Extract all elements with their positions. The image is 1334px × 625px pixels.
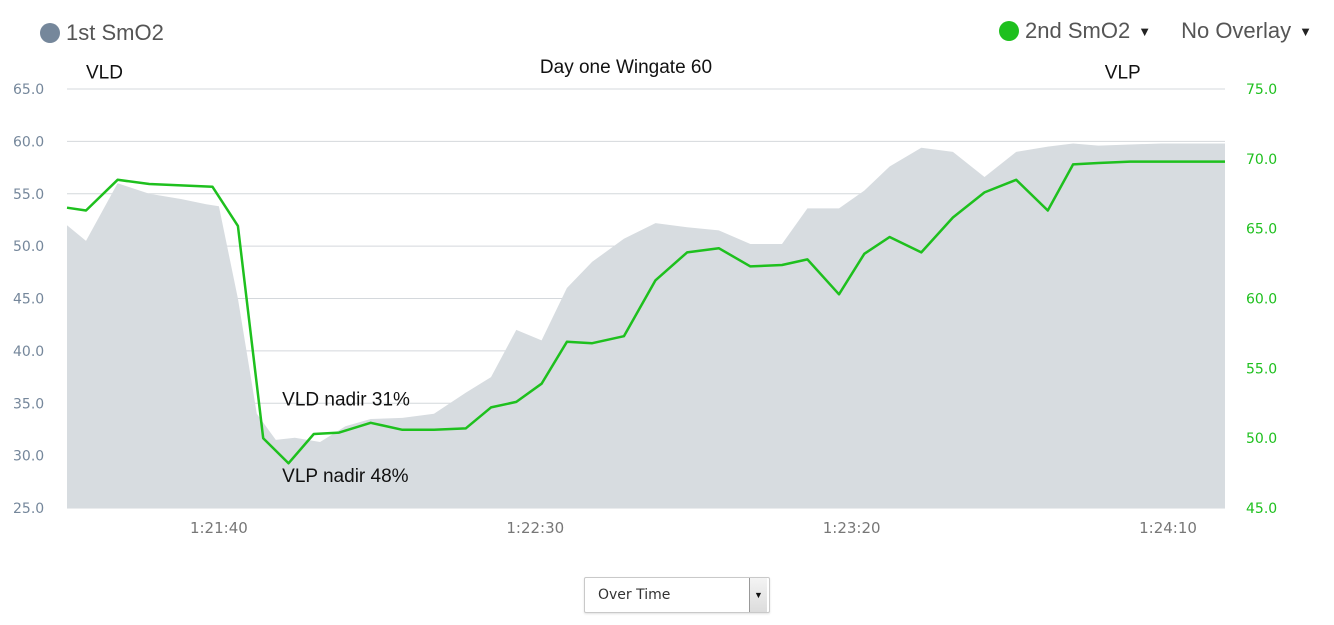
chevron-down-icon: ▼	[754, 590, 763, 600]
left-axis-tick-label: 50.0	[13, 239, 44, 255]
overlay-dropdown[interactable]: No Overlay ▼	[1181, 18, 1312, 44]
right-axis-tick-label: 60.0	[1246, 292, 1277, 308]
left-axis-tick-label: 45.0	[13, 292, 44, 308]
x-axis-tick-labels: 1:21:40 1:22:30 1:23:20 1:24:10	[190, 519, 1197, 537]
second-series-label: 2nd SmO2	[1025, 18, 1131, 43]
second-series-dropdown[interactable]: 2nd SmO2 ▼	[999, 18, 1151, 44]
left-axis-tick-label: 30.0	[13, 449, 44, 465]
right-axis-tick-label: 75.0	[1246, 82, 1277, 98]
left-axis-tick-label: 25.0	[13, 501, 44, 517]
annotation-label: VLD	[86, 63, 123, 84]
annotation-label: VLP nadir 48%	[282, 466, 409, 487]
mode-select-value: Over Time	[598, 587, 671, 603]
annotation-label: VLP	[1105, 63, 1141, 84]
chart-annotations: VLD VLP VLD nadir 31% VLP nadir 48%	[86, 63, 1141, 487]
x-axis-tick-label: 1:21:40	[190, 519, 248, 537]
right-axis-tick-label: 65.0	[1246, 222, 1277, 238]
chart-title: Day one Wingate 60	[540, 57, 712, 78]
right-axis-tick-label: 50.0	[1246, 431, 1277, 447]
x-axis-tick-label: 1:23:20	[823, 519, 881, 537]
first-series-dot-icon	[40, 23, 60, 43]
left-axis-tick-labels: 25.0 30.0 35.0 40.0 45.0 50.0 55.0 60.0 65.0	[13, 82, 44, 517]
mode-select[interactable]: Over Time ▼	[584, 577, 770, 613]
right-axis-tick-label: 70.0	[1246, 152, 1277, 168]
overlay-label: No Overlay	[1181, 18, 1292, 43]
second-series-line	[66, 160, 1225, 465]
triangle-down-icon: ▼	[1138, 23, 1152, 39]
left-axis-tick-label: 65.0	[13, 82, 44, 98]
x-axis-tick-label: 1:22:30	[506, 519, 564, 537]
triangle-down-icon: ▼	[1299, 23, 1312, 39]
x-axis-tick-label: 1:24:10	[1139, 519, 1197, 537]
legend-right: 2nd SmO2 ▼ No Overlay ▼	[999, 18, 1312, 44]
second-series-dot-icon	[999, 21, 1020, 41]
first-series-area	[67, 143, 1225, 508]
left-axis-tick-label: 60.0	[13, 134, 44, 150]
right-axis-tick-label: 45.0	[1246, 501, 1277, 517]
first-series-label: 1st SmO2	[66, 20, 164, 45]
left-axis-tick-label: 55.0	[13, 187, 44, 203]
left-axis-tick-label: 40.0	[13, 344, 44, 360]
right-axis-tick-label: 55.0	[1246, 361, 1277, 377]
legend-first-series[interactable]: 1st SmO2	[40, 20, 164, 46]
smo2-chart: 25.0 30.0 35.0 40.0 45.0 50.0 55.0 60.0 65.0 45.…	[13, 57, 1277, 537]
mode-select-button[interactable]: ▼	[749, 578, 767, 612]
right-axis-tick-labels: 45.0 50.0 55.0 60.0 65.0 70.0 75.0	[1246, 82, 1277, 517]
annotation-label: VLD nadir 31%	[282, 389, 410, 410]
left-axis-tick-label: 35.0	[13, 396, 44, 412]
